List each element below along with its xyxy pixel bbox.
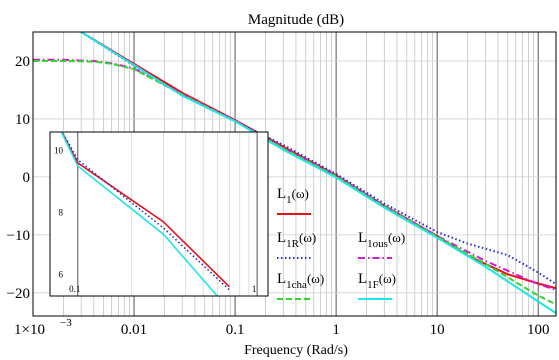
chart-title: Magnitude (dB) — [248, 12, 344, 28]
plot-frame — [32, 31, 557, 317]
x-tick-label: 0.01 — [121, 322, 147, 338]
inset-grid — [77, 132, 258, 296]
x-tick-label: 10 — [430, 322, 445, 338]
inset-y-tick-label: 6 — [59, 269, 64, 279]
legend-label: L1cha(ω) — [277, 271, 324, 291]
x-tick-exponent: −3 — [60, 317, 72, 329]
inset-background — [50, 132, 268, 296]
y-tick-label: −20 — [7, 286, 30, 302]
y-tick-label: 10 — [15, 112, 30, 128]
inset-frame — [49, 131, 269, 297]
x-tick-label: 1×10 — [14, 322, 45, 338]
inset-tick-labels: 10 8 6 0.1 1 — [54, 146, 256, 294]
x-tick-label: 1 — [332, 322, 340, 338]
inset-x-tick-label: 1 — [252, 284, 257, 294]
inset-series-line — [60, 132, 218, 296]
x-axis-label: Frequency (Rad/s) — [244, 343, 348, 358]
inset-series-line — [61, 132, 230, 291]
inset-y-tick-label: 10 — [54, 146, 64, 156]
y-tick-label: −10 — [7, 228, 30, 244]
y-tick-label: 20 — [15, 54, 30, 70]
x-tick-label: 0.1 — [226, 322, 245, 338]
x-tick-label: 100 — [527, 322, 550, 338]
legend: L1(ω) L1R(ω) L1ous(ω) L1cha(ω) L1F(ω) — [277, 186, 405, 300]
series-line — [80, 32, 556, 285]
legend-label: L1(ω) — [277, 186, 309, 206]
inset-series-layer — [60, 132, 230, 296]
series-line — [80, 32, 556, 314]
inset-x-tick-label: 0.1 — [69, 284, 80, 294]
x-tick-labels: 1×10 −3 0.01 0.1 1 10 100 — [14, 317, 549, 338]
inset-chart: 10 8 6 0.1 1 — [49, 131, 269, 297]
legend-label: L1ous(ω) — [358, 230, 405, 250]
legend-label: L1F(ω) — [358, 271, 396, 291]
legend-label: L1R(ω) — [277, 230, 316, 250]
inset-y-tick-label: 8 — [59, 207, 64, 217]
y-tick-labels: 20 10 0 −10 −20 — [7, 54, 30, 302]
y-tick-label: 0 — [23, 170, 31, 186]
